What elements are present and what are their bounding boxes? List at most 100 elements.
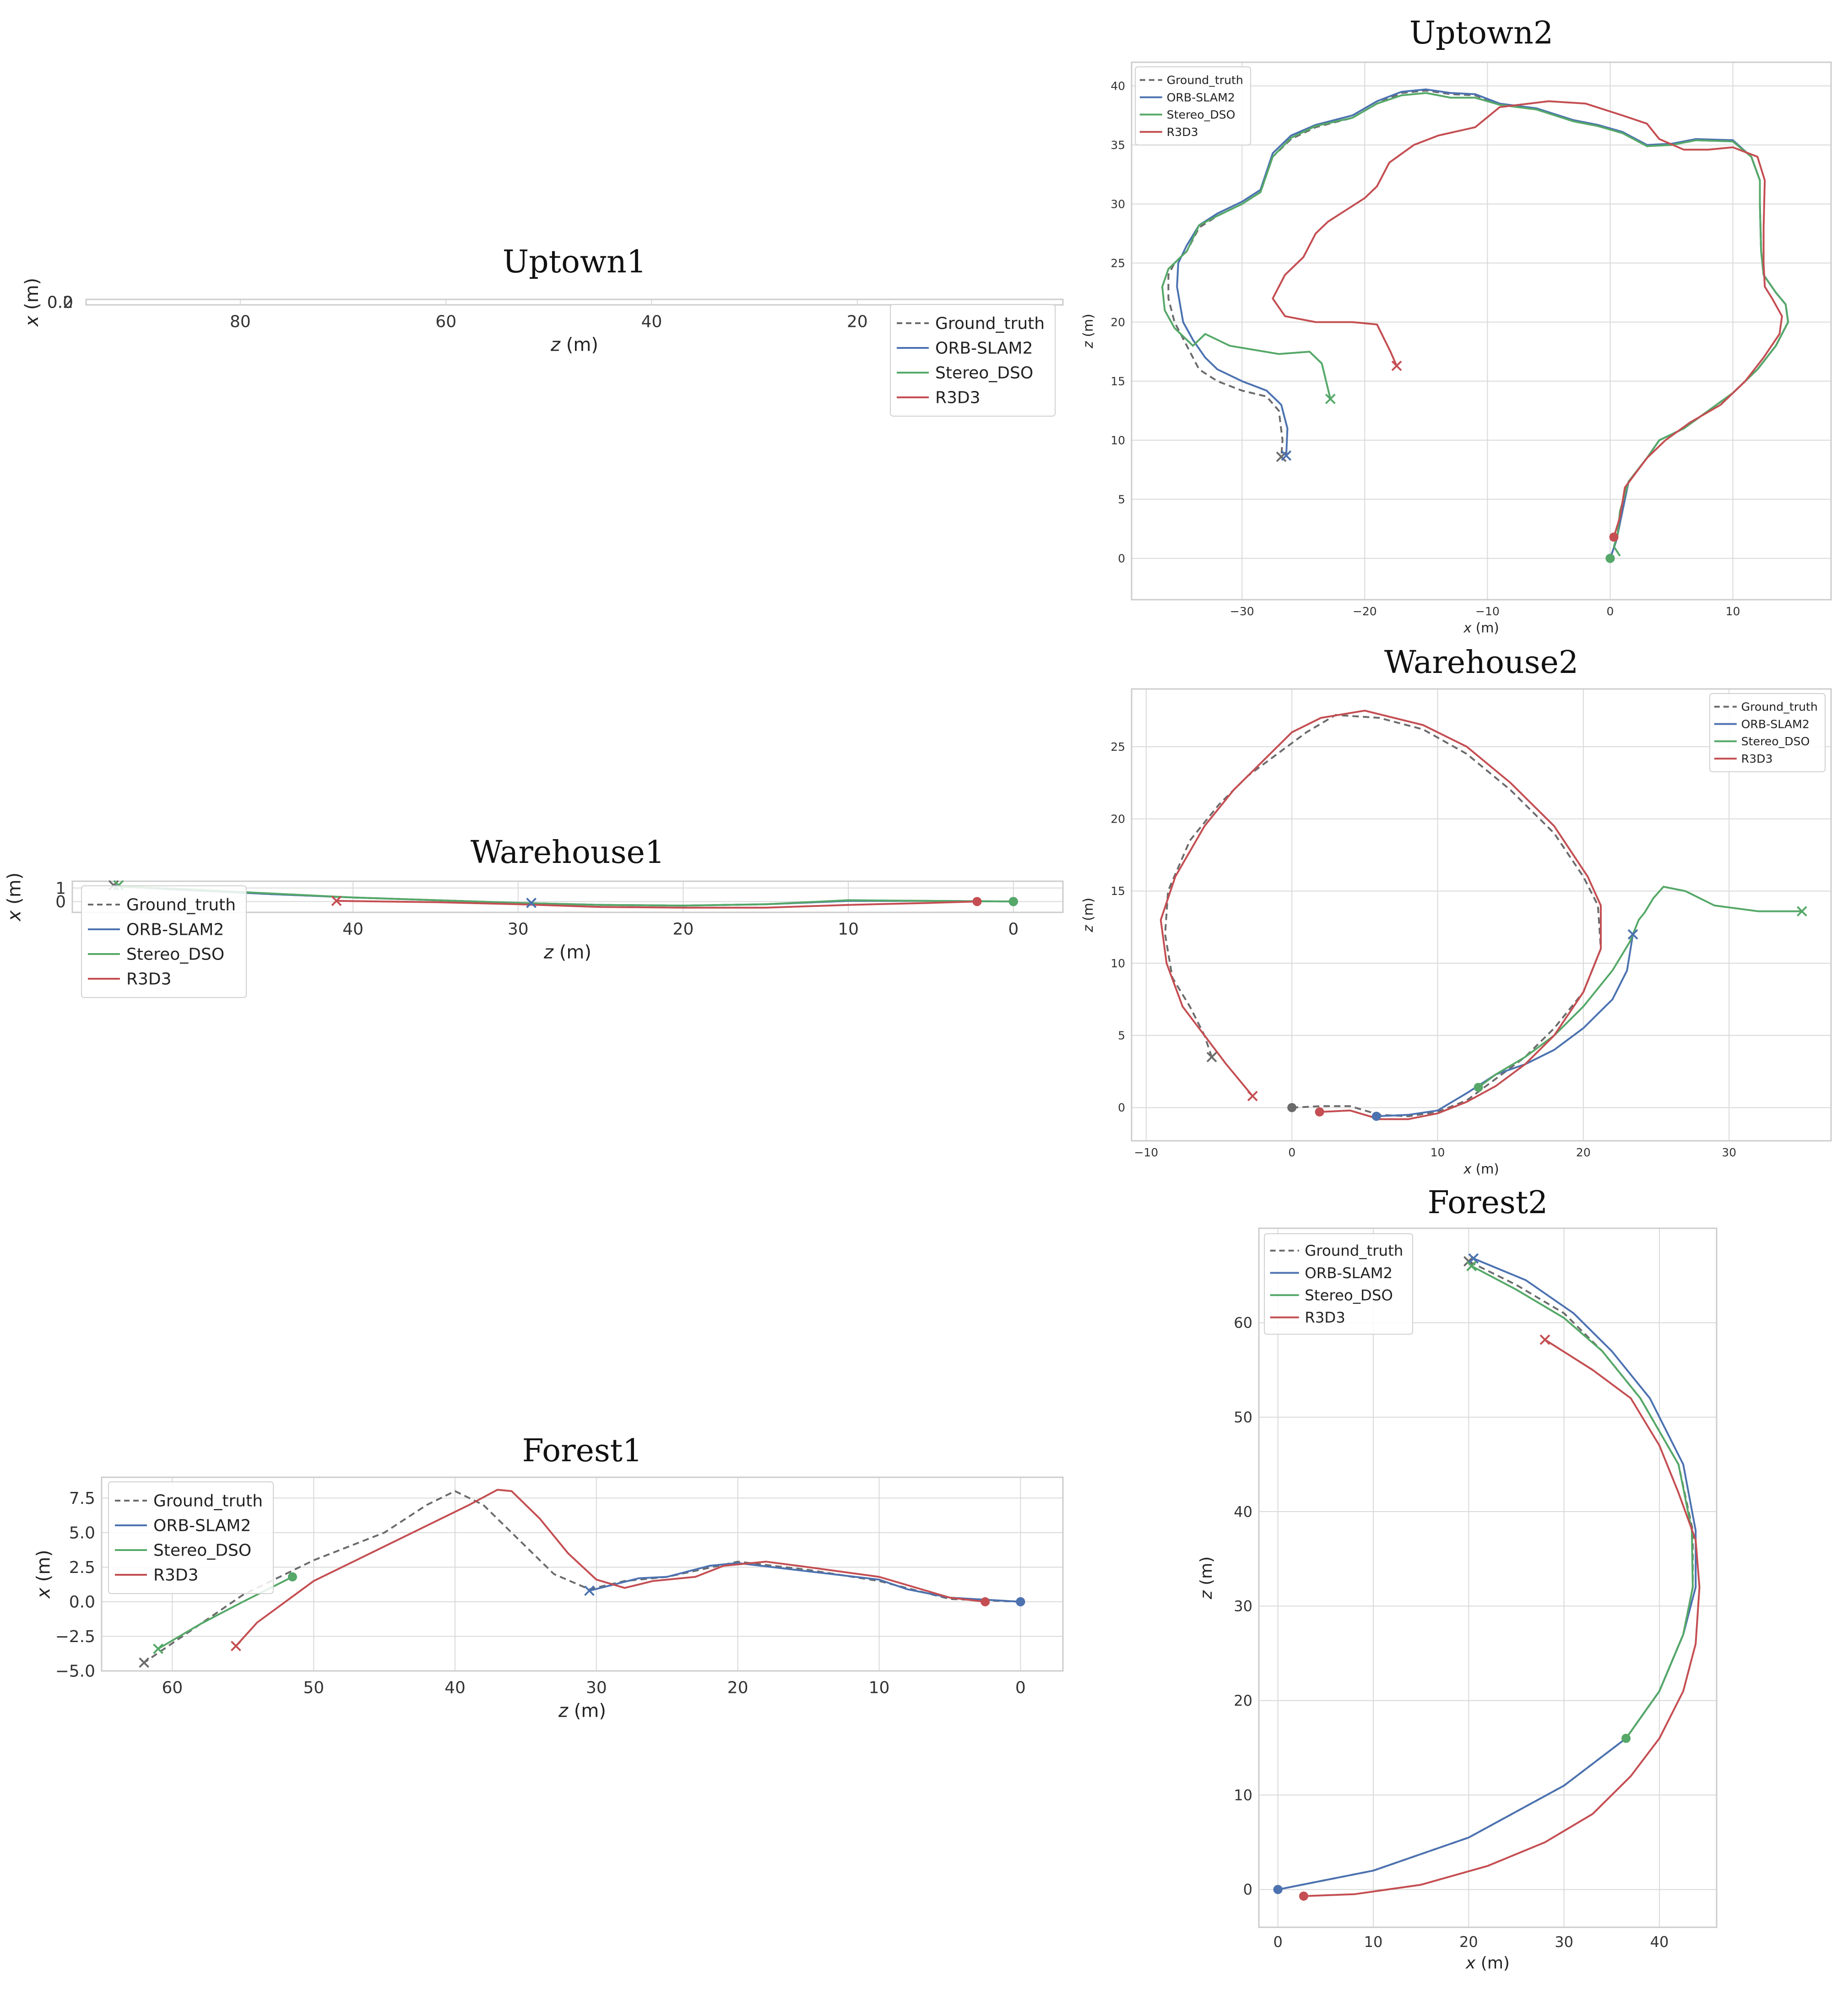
warehouse2-xtick-label: 20 [1576, 1146, 1591, 1159]
forest1-ytick-label: −5.0 [55, 1662, 95, 1681]
forest2-legend-label: Ground_truth [1305, 1242, 1403, 1259]
warehouse2-title: Warehouse2 [1384, 645, 1578, 681]
warehouse2-ytick-label: 25 [1111, 740, 1125, 754]
forest1-series-r3d3 [235, 1489, 986, 1647]
forest1-end-marker [153, 1643, 163, 1654]
uptown1-legend-box [890, 304, 1056, 417]
uptown2-ytick-label: 0 [1118, 552, 1125, 565]
forest1-chart: Forest1 60 50 40 30 20 10 0 7.5 5.0 2.5 0.0 −2.5 −5.0… [33, 1433, 1064, 1722]
warehouse2-legend-box [1709, 693, 1826, 772]
warehouse2-xtick-label: 0 [1288, 1146, 1295, 1159]
uptown1-ylabel: x (m) [22, 278, 43, 328]
forest1-ytick-label: −2.5 [55, 1627, 95, 1646]
warehouse2-ytick-label: 0 [1118, 1101, 1125, 1114]
warehouse1-start-marker [972, 897, 982, 906]
forest1-ytick-label: 5.0 [69, 1524, 95, 1542]
uptown2-title: Uptown2 [1409, 15, 1553, 51]
warehouse1-legend: Ground_truth ORB-SLAM2 Stereo_DSO R3D3 [81, 885, 247, 998]
forest2-plot-frame [1258, 1227, 1718, 1928]
warehouse2-ytick-label: 20 [1111, 813, 1125, 826]
warehouse1-start-marker [1008, 897, 1018, 906]
uptown1-plot-frame [85, 298, 1064, 306]
forest2-legend-label: R3D3 [1305, 1309, 1345, 1326]
uptown1-xtick-label: 60 [435, 313, 456, 331]
forest2-end-marker [1468, 1253, 1479, 1264]
uptown2-series-orb-slam2 [1176, 88, 1789, 559]
forest1-end-marker [584, 1585, 595, 1596]
warehouse1-xlabel: z (m) [543, 942, 591, 963]
forest1-xtick-label: 60 [162, 1679, 183, 1697]
warehouse2-series-stereo-dso [1478, 886, 1802, 1088]
uptown1-xtick-label: 80 [230, 313, 251, 331]
uptown2-legend-label: R3D3 [1167, 125, 1198, 139]
warehouse2-xtick-label: 30 [1722, 1146, 1736, 1159]
forest2-ytick-label: 0 [1243, 1881, 1252, 1898]
uptown2-legend-label: Ground_truth [1167, 74, 1243, 87]
uptown2-ytick-label: 25 [1111, 256, 1125, 270]
uptown2-end-marker [1391, 360, 1402, 371]
forest2-xtick-label: 10 [1364, 1933, 1383, 1951]
forest2-ytick-label: 20 [1234, 1692, 1252, 1709]
warehouse1-xtick-label: 30 [508, 920, 529, 939]
warehouse1-ylabel: x (m) [4, 873, 25, 922]
forest1-ytick-label: 7.5 [69, 1489, 95, 1508]
warehouse2-plot-frame [1131, 688, 1832, 1142]
warehouse2-end-marker [1796, 906, 1807, 917]
forest2-ytick-label: 30 [1234, 1598, 1252, 1615]
uptown1-xlabel: z (m) [550, 335, 598, 356]
warehouse2-ytick-label: 15 [1111, 884, 1125, 898]
forest2-series-stereo-dso [1471, 1265, 1694, 1739]
warehouse2-xlabel: x (m) [1463, 1161, 1499, 1177]
warehouse2-xtick-label: −10 [1134, 1146, 1158, 1159]
uptown2-chart: Uptown2 −30 −20 −10 0 10 0 5 10 15 20 25 30 35 40 x (m)… [1080, 15, 1832, 635]
forest2-ytick-label: 10 [1234, 1786, 1252, 1804]
forest2-title: Forest2 [1428, 1185, 1548, 1221]
uptown2-series-stereo-dso [1161, 92, 1789, 557]
forest1-xtick-label: 10 [869, 1679, 890, 1697]
forest2-legend: Ground_truth ORB-SLAM2 Stereo_DSO R3D3 [1264, 1233, 1413, 1335]
forest2-ylabel: z (m) [1197, 1556, 1216, 1600]
forest2-xtick-label: 30 [1555, 1933, 1573, 1951]
warehouse2-start-marker [1315, 1107, 1324, 1117]
warehouse2-xtick-label: 10 [1431, 1146, 1445, 1159]
forest2-ytick-label: 60 [1234, 1314, 1252, 1332]
uptown2-xtick-label: 0 [1607, 605, 1614, 618]
warehouse2-legend-label: Stereo_DSO [1741, 735, 1810, 748]
warehouse1-legend-label: Stereo_DSO [126, 945, 224, 964]
warehouse2-start-marker [1371, 1112, 1381, 1121]
uptown2-series-r3d3 [1272, 100, 1783, 537]
warehouse1-plot-frame [71, 880, 1064, 913]
forest1-legend-label: ORB-SLAM2 [153, 1517, 251, 1535]
uptown2-start-marker [1605, 553, 1615, 563]
forest2-xtick-label: 0 [1273, 1933, 1282, 1951]
uptown1-xtick-label: 40 [641, 313, 662, 331]
uptown2-ytick-label: 30 [1111, 197, 1125, 211]
forest2-start-marker [1273, 1885, 1283, 1894]
uptown2-legend-label: Stereo_DSO [1167, 108, 1236, 121]
forest1-ytick-label: 2.5 [69, 1558, 95, 1577]
uptown1-xtick-label: 20 [847, 313, 868, 331]
forest1-legend-label: Stereo_DSO [153, 1541, 251, 1560]
forest2-ytick-label: 40 [1234, 1503, 1252, 1520]
uptown1-title: Uptown1 [503, 244, 646, 280]
uptown2-ytick-label: 10 [1111, 434, 1125, 447]
uptown2-series-ground-truth [1167, 89, 1789, 559]
uptown1-legend-label: Stereo_DSO [935, 364, 1033, 383]
uptown1-legend-label: R3D3 [935, 389, 981, 407]
forest2-series-r3d3 [1303, 1339, 1701, 1897]
warehouse1-ytick-label: 0 [55, 893, 66, 911]
uptown2-ytick-label: 35 [1111, 138, 1125, 152]
uptown1-legend: Ground_truth ORB-SLAM2 Stereo_DSO R3D3 [890, 304, 1056, 417]
warehouse2-series-r3d3 [1160, 710, 1602, 1120]
forest1-xtick-label: 0 [1015, 1679, 1026, 1697]
warehouse2-start-marker [1287, 1103, 1297, 1112]
forest2-end-marker [1466, 1261, 1477, 1271]
uptown2-ylabel: z (m) [1080, 314, 1096, 348]
warehouse2-end-marker [1627, 929, 1638, 940]
uptown1-legend-label: ORB-SLAM2 [935, 339, 1033, 358]
warehouse1-end-marker [331, 895, 342, 906]
forest2-xlabel: x (m) [1465, 1954, 1510, 1973]
forest2-legend-label: ORB-SLAM2 [1305, 1264, 1393, 1282]
uptown1-ytick-label: 0.0 [47, 293, 73, 312]
warehouse2-ytick-label: 5 [1118, 1029, 1125, 1042]
